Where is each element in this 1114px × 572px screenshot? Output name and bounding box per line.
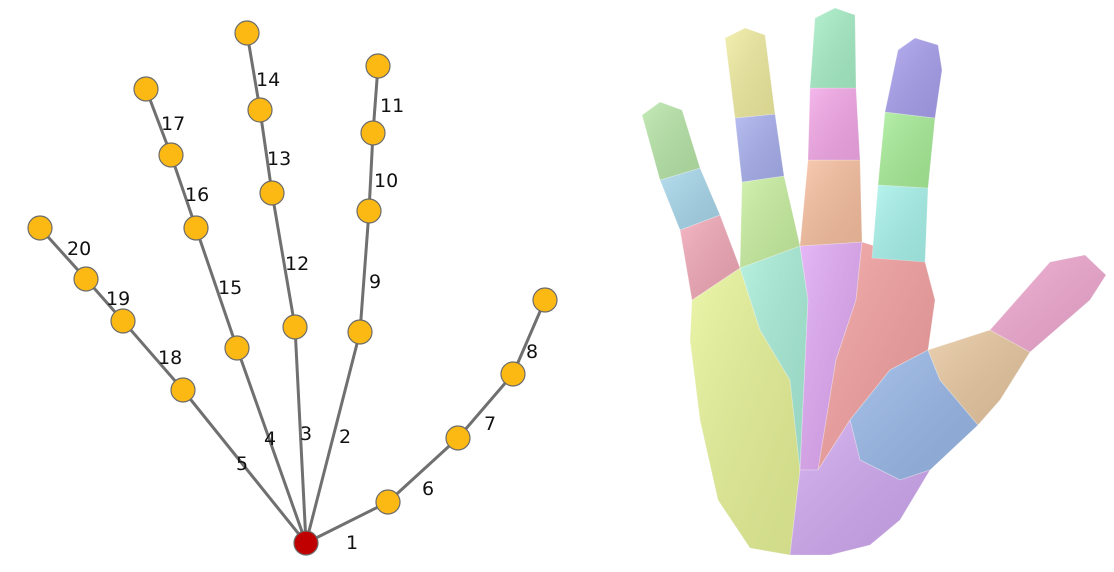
- bone-7: [456, 372, 515, 440]
- bone-5: [181, 388, 308, 545]
- bone-label-10: 10: [374, 170, 398, 192]
- mesh-pinky-tip-shade: [642, 102, 700, 180]
- bone-18: [121, 319, 185, 392]
- bone-14: [245, 31, 262, 112]
- mesh-thumb-tip-shade: [990, 255, 1106, 352]
- bone-label-19: 19: [106, 288, 130, 310]
- joint-1: [347, 319, 373, 345]
- bone-4: [235, 346, 308, 545]
- joint-15: [73, 266, 99, 292]
- bone-label-2: 2: [339, 426, 351, 448]
- bone-label-15: 15: [218, 277, 242, 299]
- joint-6: [259, 180, 285, 206]
- bone-8: [511, 298, 547, 376]
- mesh-index-tip-shade: [885, 38, 942, 118]
- bone-1: [304, 500, 390, 545]
- mesh-palm-ring-base-shade: [740, 246, 808, 470]
- mesh-index-mid-shade: [878, 112, 935, 188]
- mesh-middle-base-shade: [800, 160, 862, 246]
- hand-mesh-render: [641, 7, 1107, 556]
- mesh-ring-tip-shade: [725, 28, 775, 118]
- mesh-thumb-base-shade: [850, 350, 978, 480]
- bone-9: [358, 209, 371, 334]
- joint-5: [282, 314, 308, 340]
- joint-19: [500, 361, 526, 387]
- joint-3: [360, 120, 386, 146]
- bone-12: [270, 191, 297, 329]
- bone-label-12: 12: [285, 253, 309, 275]
- bone-label-11: 11: [380, 95, 404, 117]
- joint-12: [133, 76, 159, 102]
- joint-7: [247, 97, 273, 123]
- bone-13: [258, 108, 274, 195]
- mesh-palm-left-shade: [690, 268, 800, 555]
- bone-label-5: 5: [236, 453, 248, 475]
- mesh-thumb-mid-shade: [928, 330, 1030, 425]
- joint-16: [27, 215, 53, 241]
- bone-label-16: 16: [185, 184, 209, 206]
- mesh-pinky-base-shade: [680, 215, 740, 300]
- mesh-wrist-shade: [790, 420, 930, 555]
- mesh-index-base-shade: [872, 185, 928, 262]
- joint-11: [158, 142, 184, 168]
- mesh-palm-middle-base-shade: [800, 242, 862, 470]
- bone-label-3: 3: [300, 423, 312, 445]
- mesh-middle-tip-shade: [810, 8, 856, 88]
- bone-label-18: 18: [158, 347, 182, 369]
- bone-label-17: 17: [161, 113, 185, 135]
- bone-label-14: 14: [256, 69, 280, 91]
- mesh-middle-mid-shade: [808, 88, 860, 160]
- joint-17: [375, 489, 401, 515]
- mesh-ring-mid-shade: [735, 114, 784, 182]
- joint-2: [356, 198, 382, 224]
- joint-20: [532, 287, 558, 313]
- bone-label-13: 13: [267, 148, 291, 170]
- joint-8: [234, 20, 260, 46]
- bone-label-9: 9: [369, 271, 381, 293]
- bone-16: [169, 153, 198, 230]
- bone-3: [293, 325, 308, 545]
- bone-label-7: 7: [484, 413, 496, 435]
- joint-9: [224, 335, 250, 361]
- bone-label-20: 20: [67, 238, 91, 260]
- bone-6: [386, 436, 460, 504]
- joint-18: [445, 425, 471, 451]
- bone-label-4: 4: [264, 428, 276, 450]
- bone-15: [194, 226, 239, 350]
- bone-10: [367, 131, 375, 213]
- bone-label-6: 6: [422, 478, 434, 500]
- bone-label-8: 8: [526, 341, 538, 363]
- joint-14: [110, 308, 136, 334]
- mesh-ring-base-shade: [740, 176, 800, 268]
- mesh-palm-index-base-shade: [818, 242, 935, 470]
- joint-4: [365, 53, 391, 79]
- root-joint: [293, 530, 319, 556]
- joint-10: [183, 215, 209, 241]
- mesh-pinky-mid-shade: [660, 168, 720, 230]
- joint-13: [170, 377, 196, 403]
- bone-label-1: 1: [346, 532, 358, 554]
- bone-2: [304, 330, 362, 545]
